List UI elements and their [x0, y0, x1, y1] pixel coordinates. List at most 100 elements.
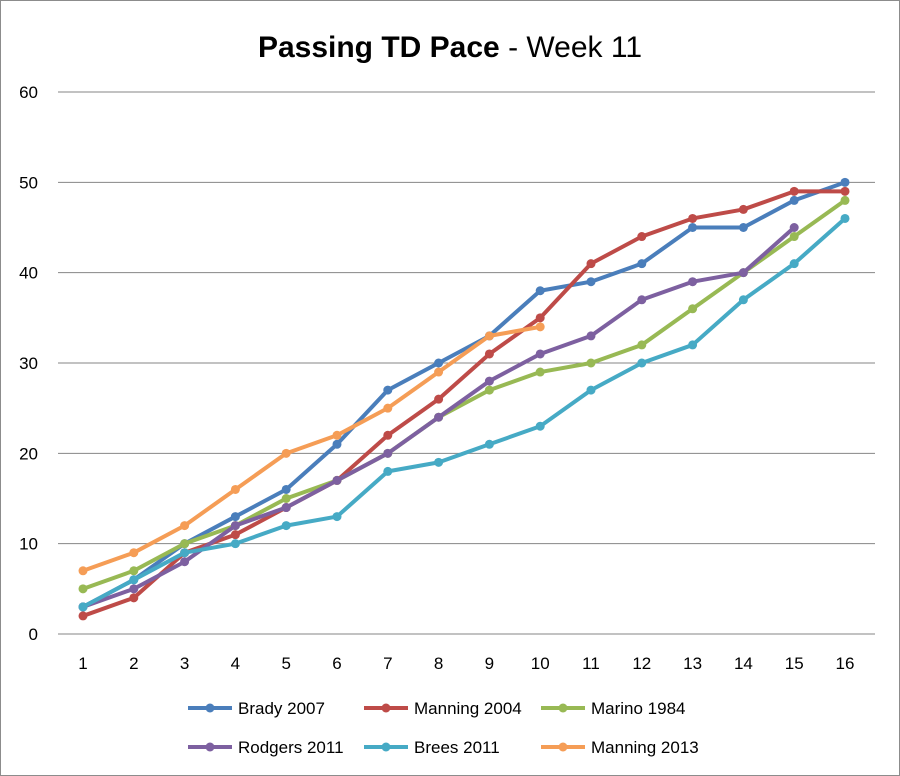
- legend-marker-manning-2013: [558, 742, 568, 752]
- data-point-brady-2007-8: [434, 358, 444, 368]
- chart-title-main: Passing TD Pace: [258, 31, 500, 64]
- data-point-rodgers-2011-4: [230, 521, 240, 531]
- data-point-brady-2007-4: [230, 512, 240, 522]
- x-tick-label-7: 7: [383, 654, 392, 673]
- data-point-manning-2013-6: [332, 430, 342, 440]
- chart-title-sub: Week 11: [526, 31, 642, 64]
- legend-label-marino-1984: Marino 1984: [591, 699, 686, 718]
- legend-item-brady-2007: Brady 2007: [188, 699, 325, 718]
- series-line-marino-1984: [81, 198, 847, 591]
- data-point-marino-1984-13: [688, 304, 698, 314]
- y-tick-label-40: 40: [19, 264, 38, 283]
- legend-marker-manning-2004: [381, 703, 391, 713]
- data-point-brees-2011-11: [586, 385, 596, 395]
- data-point-brady-2007-10: [535, 286, 545, 296]
- data-point-marino-1984-2: [129, 566, 139, 576]
- data-point-brady-2007-13: [688, 223, 698, 232]
- data-point-manning-2013-4: [230, 484, 240, 494]
- data-point-rodgers-2011-3: [180, 557, 190, 567]
- data-point-brady-2007-6: [332, 439, 342, 449]
- data-point-brees-2011-15: [789, 259, 799, 269]
- data-point-brees-2011-2: [129, 575, 139, 585]
- data-point-brees-2011-7: [383, 466, 393, 476]
- data-point-manning-2004-4: [230, 530, 240, 540]
- y-tick-label-10: 10: [19, 535, 38, 554]
- series-marino-1984: [78, 195, 850, 594]
- data-point-brees-2011-8: [434, 457, 444, 467]
- data-point-brady-2007-5: [281, 484, 291, 494]
- data-point-brady-2007-7: [383, 385, 393, 395]
- legend-item-manning-2013: Manning 2013: [541, 738, 699, 757]
- x-tick-label-14: 14: [734, 654, 753, 673]
- x-tick-label-12: 12: [632, 654, 651, 673]
- data-point-manning-2004-13: [688, 213, 698, 223]
- legend-label-manning-2004: Manning 2004: [414, 699, 522, 718]
- legend-label-manning-2013: Manning 2013: [591, 738, 699, 757]
- data-point-brees-2011-12: [637, 358, 647, 368]
- y-tick-label-0: 0: [29, 625, 38, 644]
- legend: Brady 2007 Manning 2004 Marino 1984 Rodgers…: [188, 699, 699, 757]
- legend-marker-brees-2011: [381, 742, 391, 752]
- data-point-manning-2013-10: [535, 322, 545, 332]
- data-point-manning-2004-14: [738, 204, 748, 214]
- x-tick-label-11: 11: [582, 654, 600, 673]
- data-point-marino-1984-3: [180, 539, 190, 549]
- data-point-manning-2004-1: [78, 611, 88, 621]
- data-point-rodgers-2011-5: [281, 503, 291, 513]
- data-point-brees-2011-13: [688, 340, 698, 350]
- data-point-brady-2007-14: [738, 223, 748, 232]
- data-point-rodgers-2011-2: [129, 584, 139, 594]
- data-point-manning-2013-3: [180, 521, 190, 531]
- data-point-brady-2007-15: [789, 195, 799, 205]
- legend-marker-marino-1984: [558, 703, 568, 713]
- legend-marker-rodgers-2011: [205, 742, 215, 752]
- data-point-rodgers-2011-8: [434, 412, 444, 422]
- data-point-brady-2007-16: [840, 177, 850, 187]
- data-point-manning-2013-2: [129, 548, 139, 558]
- data-point-brees-2011-14: [738, 295, 748, 305]
- x-tick-label-1: 1: [78, 654, 87, 673]
- data-point-brees-2011-5: [281, 521, 291, 531]
- data-point-manning-2013-7: [383, 403, 393, 413]
- data-point-brees-2011-3: [180, 548, 190, 558]
- legend-item-manning-2004: Manning 2004: [364, 699, 522, 718]
- series-lines: [78, 177, 850, 621]
- data-point-marino-1984-16: [840, 195, 850, 205]
- x-tick-label-9: 9: [485, 654, 494, 673]
- data-point-rodgers-2011-6: [332, 475, 342, 485]
- x-tick-label-5: 5: [281, 654, 290, 673]
- data-point-manning-2013-8: [434, 367, 444, 377]
- x-tick-label-8: 8: [434, 654, 443, 673]
- data-point-marino-1984-5: [281, 494, 291, 503]
- legend-label-brady-2007: Brady 2007: [238, 699, 325, 718]
- data-point-marino-1984-9: [484, 385, 494, 395]
- data-point-rodgers-2011-15: [789, 223, 799, 232]
- data-point-manning-2013-1: [78, 566, 88, 576]
- data-point-rodgers-2011-7: [383, 448, 393, 458]
- y-tick-label-20: 20: [19, 444, 38, 463]
- legend-label-brees-2011: Brees 2011: [414, 738, 500, 757]
- data-point-manning-2013-5: [281, 448, 291, 458]
- y-tick-label-60: 60: [19, 83, 38, 102]
- x-tick-label-6: 6: [332, 654, 341, 673]
- series-line-manning-2013: [81, 324, 543, 573]
- data-point-brees-2011-6: [332, 512, 342, 522]
- y-axis-labels: 0 10 20 30 40 50 60: [19, 83, 38, 644]
- series-manning-2013: [78, 322, 545, 576]
- data-point-brees-2011-16: [840, 213, 850, 223]
- data-point-manning-2004-8: [434, 394, 444, 404]
- data-point-rodgers-2011-9: [484, 376, 494, 386]
- data-point-brees-2011-1: [78, 602, 88, 612]
- data-point-brees-2011-10: [535, 421, 545, 431]
- x-tick-label-10: 10: [531, 654, 550, 673]
- data-point-rodgers-2011-11: [586, 331, 596, 341]
- legend-item-marino-1984: Marino 1984: [541, 699, 686, 718]
- data-point-brady-2007-12: [637, 259, 647, 269]
- series-line-brady-2007: [81, 180, 847, 609]
- chart-title: Passing TD Pace - Week 11: [258, 31, 642, 64]
- data-point-marino-1984-12: [637, 340, 647, 350]
- data-point-rodgers-2011-10: [535, 349, 545, 359]
- series-brees-2011: [78, 213, 850, 612]
